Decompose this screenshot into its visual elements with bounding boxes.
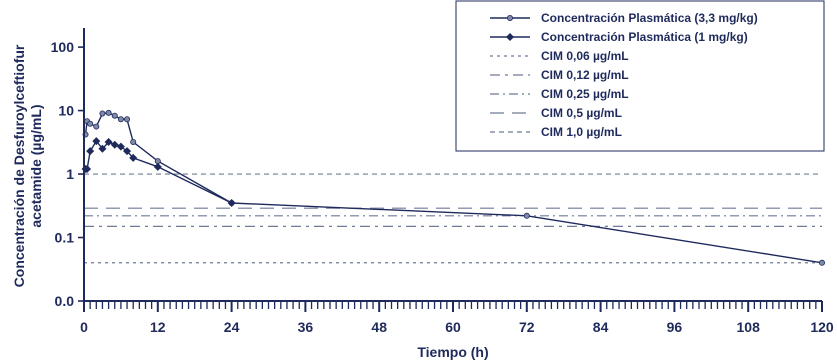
x-tick-label: 84 — [593, 319, 609, 335]
series-1-point — [129, 153, 138, 162]
x-tick-label: 24 — [224, 319, 240, 335]
series-1-point — [83, 165, 92, 174]
y-tick-label: 10 — [58, 103, 74, 119]
series-1-point — [153, 162, 162, 171]
legend-entry-label: Concentración Plasmática (3,3 mg/kg) — [541, 11, 758, 25]
legend-entry-label: CIM 0,12 µg/mL — [541, 68, 629, 82]
legend-entry-label: Concentración Plasmática (1 mg/kg) — [541, 30, 748, 44]
x-tick-label: 120 — [810, 319, 834, 335]
legend-swatch-marker — [506, 33, 514, 41]
legend: Concentración Plasmática (3,3 mg/kg) Conc… — [455, 0, 825, 152]
series-1-point — [116, 142, 125, 151]
series-1-point — [98, 144, 107, 153]
x-tick-label: 60 — [445, 319, 461, 335]
series-0-point — [124, 116, 131, 123]
y-tick-label: 100 — [51, 39, 75, 55]
y-tick-label: 1 — [66, 166, 74, 182]
x-tick-label: 12 — [150, 319, 166, 335]
y-axis-title-line-2: acetamide (µg/mL) — [28, 104, 44, 227]
y-tick-label: 0.0 — [55, 293, 75, 309]
series-0-point — [99, 110, 106, 117]
series-layer — [81, 109, 826, 266]
legend-entry-label: CIM 0,06 µg/mL — [541, 49, 629, 63]
series-1-point — [227, 198, 236, 207]
series-0-point — [130, 138, 137, 145]
legend-swatch-marker — [506, 14, 513, 21]
series-1-point — [123, 147, 132, 156]
x-ticks: 0 12 24 36 48 60 72 84 96 108 120 — [80, 301, 834, 335]
series-1-point — [110, 140, 119, 149]
x-tick-label: 96 — [667, 319, 683, 335]
x-tick-label: 36 — [298, 319, 314, 335]
y-ticks: 100 10 1 0.1 0.0 — [51, 39, 84, 309]
y-tick-label: 0.1 — [55, 230, 75, 246]
y-axis-title-line-1: Concentración de Desfuroylceftiofur — [11, 44, 27, 287]
series-0-point — [117, 116, 124, 123]
series-1-point — [92, 137, 101, 146]
series-0-point — [819, 259, 826, 266]
legend-box — [455, 0, 825, 152]
legend-entry-label: CIM 0,25 µg/mL — [541, 87, 629, 101]
legend-entry-label: CIM 0,5 µg/mL — [541, 106, 622, 120]
x-tick-label: 108 — [737, 319, 761, 335]
series-1-point — [86, 147, 95, 156]
series-line-1 — [85, 139, 232, 204]
series-0-point — [93, 123, 100, 130]
legend-entry-label: CIM 1,0 µg/mL — [541, 125, 622, 139]
series-0-point — [87, 120, 94, 127]
x-tick-label: 48 — [371, 319, 387, 335]
series-0-point — [105, 109, 112, 116]
reference-lines — [84, 173, 822, 264]
series-1-point — [104, 137, 113, 146]
series-0-point — [523, 212, 530, 219]
series-0-point — [111, 112, 118, 119]
x-tick-label: 72 — [519, 319, 535, 335]
x-tick-label: 0 — [80, 319, 88, 335]
x-axis-title: Tiempo (h) — [417, 344, 488, 360]
